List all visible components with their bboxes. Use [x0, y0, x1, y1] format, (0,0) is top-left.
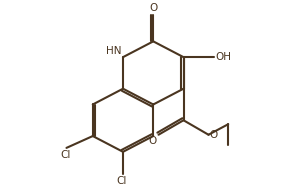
Text: O: O	[149, 3, 157, 13]
Text: OH: OH	[216, 52, 232, 62]
Text: O: O	[210, 130, 218, 140]
Text: Cl: Cl	[60, 150, 70, 160]
Text: HN: HN	[106, 46, 122, 56]
Text: Cl: Cl	[117, 176, 127, 186]
Text: O: O	[148, 136, 156, 146]
